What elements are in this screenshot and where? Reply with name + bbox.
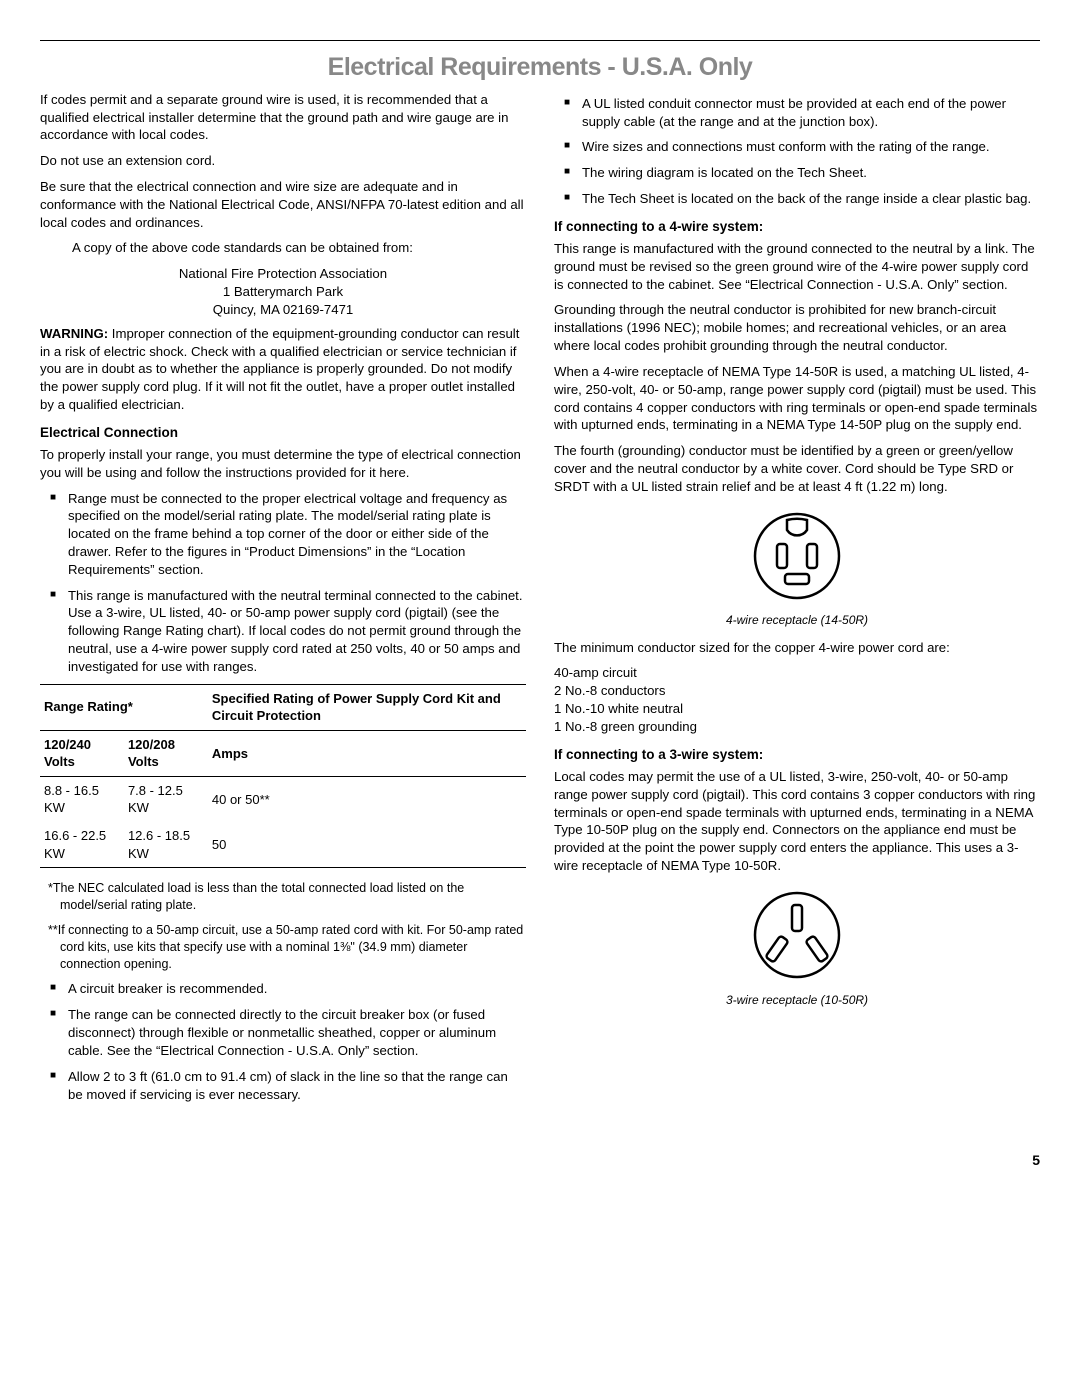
th: Specified Rating of Power Supply Cord Ki…: [208, 684, 526, 730]
bullet-item: Wire sizes and connections must conform …: [554, 138, 1040, 156]
bullet-list: A circuit breaker is recommended. The ra…: [40, 980, 526, 1103]
figure-3wire-receptacle: [554, 885, 1040, 990]
address-block: National Fire Protection Association 1 B…: [40, 265, 526, 318]
right-column: A UL listed conduit connector must be pr…: [554, 91, 1040, 1112]
td: 12.6 - 18.5 KW: [124, 822, 208, 868]
td: 7.8 - 12.5 KW: [124, 776, 208, 822]
th: Amps: [208, 730, 526, 776]
top-rule: [40, 40, 1040, 41]
para: Do not use an extension cord.: [40, 152, 526, 170]
left-column: If codes permit and a separate ground wi…: [40, 91, 526, 1112]
para: When a 4-wire receptacle of NEMA Type 14…: [554, 363, 1040, 434]
footnote: *The NEC calculated load is less than th…: [60, 880, 526, 914]
list-line: 40-amp circuit: [554, 664, 1040, 682]
warning-label: WARNING:: [40, 326, 108, 341]
figure-caption: 3-wire receptacle (10-50R): [554, 992, 1040, 1008]
bullet-item: A circuit breaker is recommended.: [40, 980, 526, 998]
bullet-item: Range must be connected to the proper el…: [40, 490, 526, 579]
two-column-layout: If codes permit and a separate ground wi…: [40, 91, 1040, 1112]
para: This range is manufactured with the grou…: [554, 240, 1040, 293]
addr-line: Quincy, MA 02169-7471: [40, 301, 526, 319]
th: 120/208 Volts: [124, 730, 208, 776]
td: 50: [208, 822, 526, 868]
para: Be sure that the electrical connection a…: [40, 178, 526, 231]
list-line: 1 No.-8 green grounding: [554, 718, 1040, 736]
figure-caption: 4-wire receptacle (14-50R): [554, 612, 1040, 628]
para: To properly install your range, you must…: [40, 446, 526, 482]
para: A copy of the above code standards can b…: [72, 239, 526, 257]
list-line: 1 No.-10 white neutral: [554, 700, 1040, 718]
bullet-item: The Tech Sheet is located on the back of…: [554, 190, 1040, 208]
conductor-list: 40-amp circuit 2 No.-8 conductors 1 No.-…: [554, 664, 1040, 735]
td: 40 or 50**: [208, 776, 526, 822]
bullet-item: The wiring diagram is located on the Tec…: [554, 164, 1040, 182]
list-line: 2 No.-8 conductors: [554, 682, 1040, 700]
footnote: **If connecting to a 50-amp circuit, use…: [60, 922, 526, 973]
warning-para: WARNING: Improper connection of the equi…: [40, 325, 526, 414]
bullet-list: A UL listed conduit connector must be pr…: [554, 95, 1040, 208]
th: Range Rating*: [40, 684, 208, 730]
td: 16.6 - 22.5 KW: [40, 822, 124, 868]
heading-4wire: If connecting to a 4-wire system:: [554, 218, 1040, 236]
para: The fourth (grounding) conductor must be…: [554, 442, 1040, 495]
para: Grounding through the neutral conductor …: [554, 301, 1040, 354]
receptacle-14-50r-icon: [747, 506, 847, 606]
bullet-list: Range must be connected to the proper el…: [40, 490, 526, 676]
para: The minimum conductor sized for the copp…: [554, 639, 1040, 657]
para: If codes permit and a separate ground wi…: [40, 91, 526, 144]
heading-3wire: If connecting to a 3-wire system:: [554, 746, 1040, 764]
heading-electrical-connection: Electrical Connection: [40, 424, 526, 442]
page-number: 5: [40, 1151, 1040, 1170]
addr-line: National Fire Protection Association: [40, 265, 526, 283]
bullet-item: The range can be connected directly to t…: [40, 1006, 526, 1059]
para: Local codes may permit the use of a UL l…: [554, 768, 1040, 875]
bullet-item: This range is manufactured with the neut…: [40, 587, 526, 676]
bullet-item: A UL listed conduit connector must be pr…: [554, 95, 1040, 131]
bullet-item: Allow 2 to 3 ft (61.0 cm to 91.4 cm) of …: [40, 1068, 526, 1104]
range-rating-table: Range Rating* Specified Rating of Power …: [40, 684, 526, 868]
warning-text: Improper connection of the equipment-gro…: [40, 326, 519, 412]
page-title: Electrical Requirements - U.S.A. Only: [40, 51, 1040, 85]
receptacle-10-50r-icon: [747, 885, 847, 985]
addr-line: 1 Batterymarch Park: [40, 283, 526, 301]
td: 8.8 - 16.5 KW: [40, 776, 124, 822]
th: 120/240 Volts: [40, 730, 124, 776]
figure-4wire-receptacle: [554, 506, 1040, 611]
